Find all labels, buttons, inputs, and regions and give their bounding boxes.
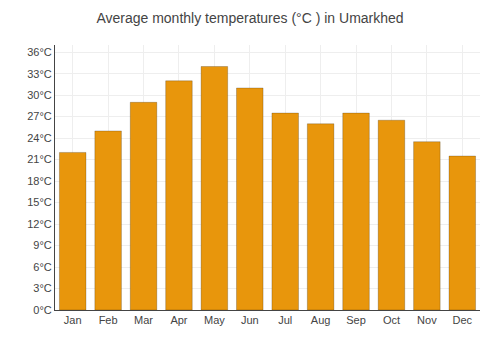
svg-text:36°C: 36°C — [27, 46, 52, 58]
svg-text:27°C: 27°C — [27, 110, 52, 122]
svg-text:Average monthly temperatures (: Average monthly temperatures (°C ) in Um… — [96, 10, 403, 26]
svg-text:Jun: Jun — [241, 314, 259, 326]
svg-text:0°C: 0°C — [33, 304, 52, 316]
svg-text:Apr: Apr — [170, 314, 187, 326]
svg-text:12°C: 12°C — [27, 218, 52, 230]
svg-text:21°C: 21°C — [27, 153, 52, 165]
svg-text:30°C: 30°C — [27, 89, 52, 101]
svg-text:May: May — [204, 314, 225, 326]
svg-text:15°C: 15°C — [27, 196, 52, 208]
svg-text:Aug: Aug — [311, 314, 331, 326]
svg-text:9°C: 9°C — [33, 239, 52, 251]
svg-text:Feb: Feb — [99, 314, 118, 326]
svg-text:33°C: 33°C — [27, 68, 52, 80]
svg-text:3°C: 3°C — [33, 282, 52, 294]
svg-text:Dec: Dec — [453, 314, 473, 326]
svg-text:Sep: Sep — [346, 314, 366, 326]
svg-text:6°C: 6°C — [33, 261, 52, 273]
svg-text:Oct: Oct — [383, 314, 400, 326]
svg-text:Jul: Jul — [278, 314, 292, 326]
svg-text:Nov: Nov — [417, 314, 437, 326]
svg-text:18°C: 18°C — [27, 175, 52, 187]
svg-text:Jan: Jan — [64, 314, 82, 326]
svg-text:24°C: 24°C — [27, 132, 52, 144]
svg-text:Mar: Mar — [134, 314, 153, 326]
